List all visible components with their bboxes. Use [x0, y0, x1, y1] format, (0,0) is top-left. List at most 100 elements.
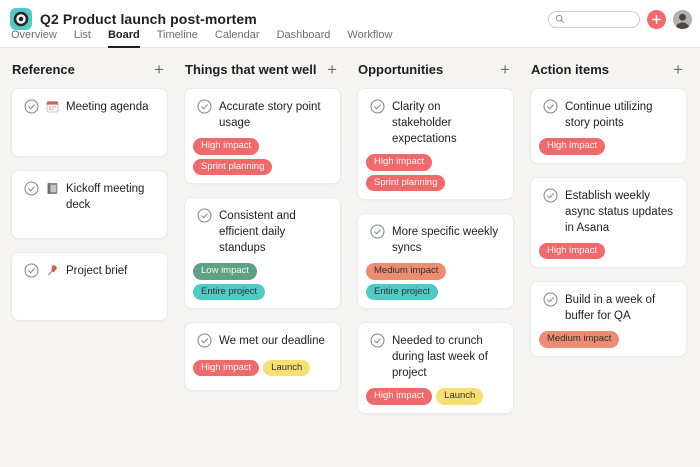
board-column: Opportunities + Clarity on stakeholder e… — [357, 58, 514, 414]
tag-list: High impact Launch — [193, 360, 332, 377]
check-circle-icon[interactable] — [370, 333, 385, 381]
tag-pill: High impact — [366, 388, 433, 405]
card-title: Consistent and efficient daily standups — [219, 209, 296, 255]
card-title: Build in a week of buffer for QA — [565, 294, 656, 323]
card-list: Meeting agenda Kickoff meeting deck — [11, 88, 168, 321]
check-circle-icon[interactable] — [24, 99, 39, 119]
task-card[interactable]: We met our deadline High impact Launch — [184, 322, 341, 392]
card-title: Establish weekly async status updates in… — [565, 189, 674, 234]
tag-pill: High impact — [193, 138, 260, 155]
tab-bar: Overview List Board Timeline Calendar Dashboa… — [0, 29, 700, 48]
check-circle-icon[interactable] — [543, 99, 558, 131]
task-card[interactable]: Consistent and efficient daily standups … — [184, 196, 341, 310]
card-top: Kickoff meeting deck — [20, 181, 159, 213]
task-card[interactable]: More specific weekly syncs Medium impact… — [357, 213, 514, 310]
page-title: Q2 Product launch post-mortem — [40, 11, 257, 27]
tag-pill: Entire project — [193, 283, 265, 301]
tab-timeline[interactable]: Timeline — [156, 29, 198, 41]
card-title: Meeting agenda — [66, 101, 149, 113]
calendar-emoji — [46, 100, 59, 119]
card-title: More specific weekly syncs — [392, 226, 499, 255]
column-title: Action items — [531, 61, 610, 77]
check-circle-icon[interactable] — [543, 188, 558, 236]
task-card[interactable]: Continue utilizing story points High imp… — [530, 88, 687, 164]
tag-list: High impact — [539, 138, 678, 155]
tag-pill: Sprint planning — [366, 174, 446, 192]
tag-list: High impact Sprint planning — [366, 154, 505, 192]
card-list: Accurate story point usage High impact Sp… — [184, 88, 341, 392]
tag-pill: Launch — [436, 388, 484, 405]
card-list: Continue utilizing story points High imp… — [530, 88, 687, 357]
tag-list: Low impact Entire project — [193, 263, 332, 301]
tag-pill: Launch — [263, 360, 311, 377]
topbar-actions — [548, 9, 692, 29]
create-button[interactable] — [647, 9, 666, 29]
search-box[interactable] — [548, 10, 640, 28]
tab-calendar[interactable]: Calendar — [214, 29, 260, 41]
app-window: Q2 Product launch post-mortem — [0, 0, 700, 414]
card-title: Project brief — [66, 265, 128, 277]
card-top: Consistent and efficient daily standups — [193, 208, 332, 256]
check-circle-icon[interactable] — [370, 224, 385, 256]
tag-pill: Sprint planning — [193, 158, 273, 175]
search-icon — [555, 14, 565, 24]
asana-target-logo-icon[interactable] — [10, 8, 32, 30]
tab-workflow[interactable]: Workflow — [347, 29, 393, 41]
tab-list[interactable]: List — [73, 29, 91, 41]
column-header: Opportunities + — [357, 58, 514, 80]
notebook-emoji — [46, 182, 59, 213]
task-card[interactable]: Project brief — [11, 252, 168, 321]
check-circle-icon[interactable] — [370, 99, 385, 147]
task-card[interactable]: Establish weekly async status updates in… — [530, 176, 687, 269]
card-top: Accurate story point usage — [193, 99, 332, 131]
card-title: Accurate story point usage — [219, 101, 321, 130]
column-header: Reference + — [11, 58, 168, 80]
tag-pill: Medium impact — [366, 263, 447, 280]
card-top: Clarity on stakeholder expectations — [366, 99, 505, 147]
pushpin-emoji-icon — [47, 265, 57, 276]
tag-pill: Low impact — [193, 263, 258, 280]
card-title: Needed to crunch during last week of pro… — [392, 335, 488, 380]
check-circle-icon[interactable] — [24, 263, 39, 283]
card-top: Meeting agenda — [20, 99, 159, 119]
check-circle-icon[interactable] — [24, 181, 39, 213]
tag-pill: High impact — [539, 242, 606, 260]
task-card[interactable]: Accurate story point usage High impact Sp… — [184, 88, 341, 184]
tag-pill: Entire project — [366, 283, 438, 301]
add-card-button[interactable]: + — [500, 59, 510, 79]
card-top: More specific weekly syncs — [366, 224, 505, 256]
tag-pill: High impact — [366, 154, 433, 171]
column-title: Reference — [12, 61, 75, 77]
calendar-emoji-icon — [46, 101, 59, 113]
check-circle-icon[interactable] — [197, 99, 212, 131]
board: Reference + Meeting agenda — [0, 48, 700, 414]
task-card[interactable]: Needed to crunch during last week of pro… — [357, 322, 514, 414]
task-card[interactable]: Meeting agenda — [11, 88, 168, 157]
card-top: We met our deadline — [193, 333, 332, 353]
search-input[interactable] — [569, 13, 635, 25]
check-circle-icon[interactable] — [197, 333, 212, 353]
card-title: Clarity on stakeholder expectations — [392, 101, 457, 146]
card-top: Continue utilizing story points — [539, 99, 678, 131]
task-card[interactable]: Build in a week of buffer for QA Medium … — [530, 281, 687, 357]
check-circle-icon[interactable] — [197, 208, 212, 256]
tag-pill: Medium impact — [539, 331, 620, 348]
card-top: Establish weekly async status updates in… — [539, 188, 678, 236]
card-title: We met our deadline — [219, 335, 325, 348]
column-title: Opportunities — [358, 61, 444, 77]
task-card[interactable]: Clarity on stakeholder expectations High… — [357, 88, 514, 201]
tab-overview[interactable]: Overview — [11, 29, 57, 41]
avatar[interactable] — [673, 9, 692, 29]
board-column: Action items + Continue utilizing story … — [530, 58, 687, 414]
add-card-button[interactable]: + — [154, 59, 164, 79]
card-list: Clarity on stakeholder expectations High… — [357, 88, 514, 414]
add-card-button[interactable]: + — [327, 59, 337, 79]
card-title: Continue utilizing story points — [565, 101, 653, 130]
tag-list: Medium impact — [539, 331, 678, 348]
tab-dashboard[interactable]: Dashboard — [276, 29, 331, 41]
check-circle-icon[interactable] — [543, 292, 558, 324]
tab-board[interactable]: Board — [107, 29, 140, 48]
add-card-button[interactable]: + — [673, 59, 683, 79]
topbar: Q2 Product launch post-mortem — [0, 0, 700, 48]
task-card[interactable]: Kickoff meeting deck — [11, 170, 168, 239]
